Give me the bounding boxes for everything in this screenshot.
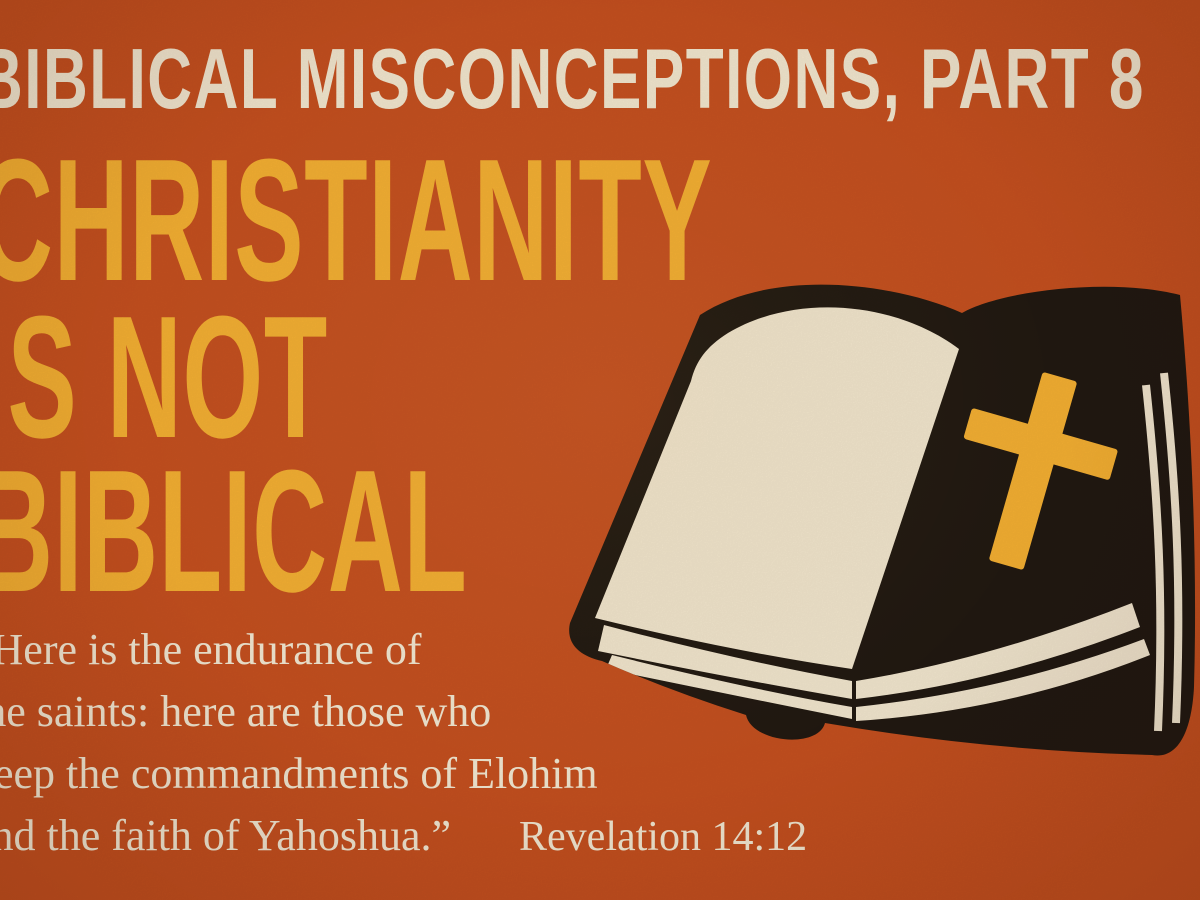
headline-line-3: BIBLICAL: [0, 433, 468, 628]
eyebrow-title: BIBLICAL MISCONCEPTIONS, PART 8: [0, 32, 1145, 127]
quote-line-2: the saints: here are those who: [0, 687, 492, 736]
scripture-quote: “Here is the endurance of the saints: he…: [0, 619, 1072, 868]
quote-line-4: and the faith of Yahoshua.” Revelation 14…: [0, 805, 1072, 868]
quote-line-3: keep the commandments of Elohim: [0, 749, 598, 798]
scripture-reference: Revelation 14:12: [519, 814, 808, 860]
quote-line-4-text: and the faith of Yahoshua.”: [0, 811, 452, 860]
quote-line-1: “Here is the endurance of: [0, 625, 422, 674]
